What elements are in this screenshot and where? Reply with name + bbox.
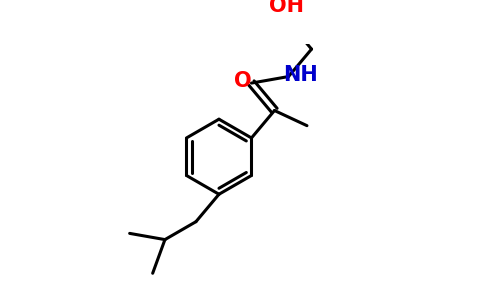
Text: O: O (234, 71, 252, 92)
Text: NH: NH (283, 65, 318, 85)
Text: OH: OH (269, 0, 304, 16)
